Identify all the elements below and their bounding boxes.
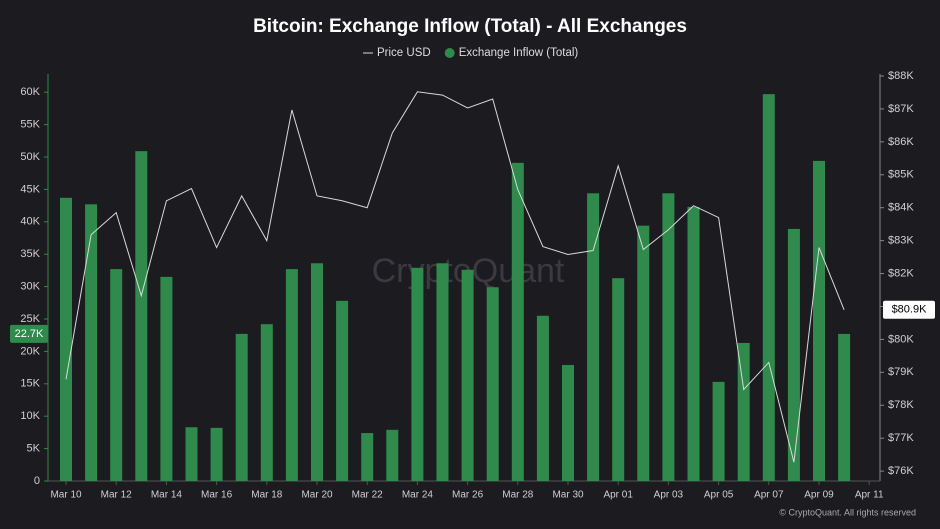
chart-title: Bitcoin: Exchange Inflow (Total) - All E… xyxy=(253,16,687,37)
bar xyxy=(737,342,750,481)
x-tick-label: Apr 11 xyxy=(855,490,884,501)
value-badge xyxy=(883,300,935,319)
x-tick-label: Apr 09 xyxy=(804,490,834,501)
x-tick-label: Apr 05 xyxy=(704,490,734,501)
bar xyxy=(160,276,173,481)
bar xyxy=(210,427,223,481)
y2-tick-label: $83K xyxy=(888,235,914,247)
value-label: $80.9K xyxy=(892,304,928,316)
bar xyxy=(235,333,248,481)
bar xyxy=(637,225,650,481)
bar xyxy=(787,228,800,481)
bar xyxy=(762,94,775,482)
bar xyxy=(361,433,374,481)
y-tick-label: 10K xyxy=(20,410,40,422)
bar xyxy=(60,197,72,481)
bar xyxy=(311,263,323,481)
x-tick-label: Mar 22 xyxy=(352,490,384,501)
y-tick-label: 50K xyxy=(20,151,40,163)
value-badge xyxy=(10,324,48,343)
y2-tick-label: $80K xyxy=(888,333,914,345)
x-tick-label: Mar 14 xyxy=(151,490,183,501)
x-tick-label: Mar 12 xyxy=(101,490,133,501)
bar xyxy=(386,429,399,481)
legend-label: Price USD xyxy=(377,47,431,59)
y-tick-label: 40K xyxy=(20,216,40,228)
x-tick-label: Apr 01 xyxy=(603,490,633,501)
bar xyxy=(687,206,700,481)
x-tick-label: Apr 03 xyxy=(654,490,684,501)
bar xyxy=(185,427,198,481)
bar xyxy=(511,162,524,481)
y-tick-label: 15K xyxy=(20,378,40,390)
bar xyxy=(612,278,625,481)
bar xyxy=(536,315,549,481)
value-label: 22.7K xyxy=(15,328,44,340)
legend-swatch xyxy=(444,48,455,58)
y2-tick-label: $79K xyxy=(888,366,914,378)
bar xyxy=(285,269,298,481)
y-tick-label: 35K xyxy=(20,248,40,260)
y-tick-label: 55K xyxy=(20,119,40,131)
bar xyxy=(562,365,574,481)
bar xyxy=(260,324,273,481)
bar xyxy=(336,300,349,481)
bar xyxy=(587,193,600,481)
y-tick-label: 45K xyxy=(20,183,40,195)
y2-tick-label: $84K xyxy=(888,202,914,214)
legend-label: Exchange Inflow (Total) xyxy=(459,47,579,59)
y2-tick-label: $86K xyxy=(888,136,914,148)
y-tick-label: 20K xyxy=(20,345,40,357)
x-tick-label: Apr 07 xyxy=(754,490,784,501)
x-tick-label: Mar 28 xyxy=(502,490,534,501)
x-tick-label: Mar 18 xyxy=(251,490,283,501)
bar xyxy=(85,204,98,481)
y2-tick-label: $85K xyxy=(888,169,914,181)
y2-tick-label: $82K xyxy=(888,267,914,279)
y2-tick-label: $88K xyxy=(888,70,914,82)
bar xyxy=(110,269,123,481)
y2-tick-label: $78K xyxy=(888,399,914,411)
bar xyxy=(838,333,851,481)
x-tick-label: Mar 30 xyxy=(552,490,584,501)
y-tick-label: 5K xyxy=(27,443,41,455)
bar xyxy=(486,287,499,481)
y-tick-label: 60K xyxy=(20,86,40,98)
bar xyxy=(813,160,825,481)
y-tick-label: 25K xyxy=(20,313,40,325)
x-tick-label: Mar 10 xyxy=(50,490,82,501)
bar xyxy=(712,381,725,481)
y2-tick-label: $87K xyxy=(888,103,914,115)
y-tick-label: 0 xyxy=(34,475,40,487)
credit: © CryptoQuant. All rights reserved xyxy=(779,507,916,517)
x-tick-label: Mar 16 xyxy=(201,490,233,501)
bar xyxy=(461,269,474,481)
bar xyxy=(662,193,675,481)
bar xyxy=(411,267,424,481)
x-tick-label: Mar 26 xyxy=(452,490,484,501)
price-line xyxy=(65,91,845,463)
x-tick-label: Mar 20 xyxy=(301,490,333,501)
x-tick-label: Mar 24 xyxy=(402,490,434,501)
y2-tick-label: $76K xyxy=(888,465,914,477)
y2-tick-label: $77K xyxy=(888,432,914,444)
bar xyxy=(436,263,449,481)
bar xyxy=(135,151,148,481)
y-tick-label: 30K xyxy=(20,281,40,293)
